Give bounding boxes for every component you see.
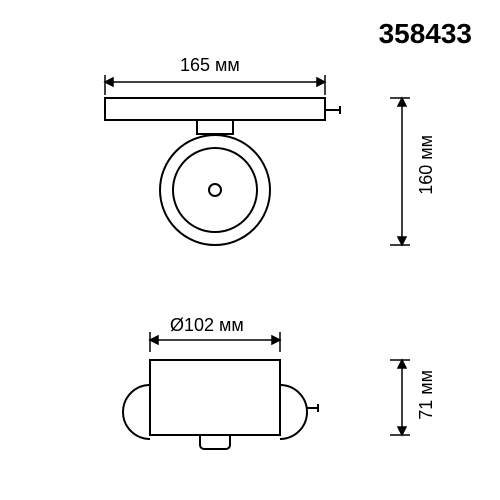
top-width-label: 165 мм	[180, 55, 240, 76]
bottom-height-label: 71 мм	[416, 370, 437, 420]
top-height-label: 160 мм	[416, 135, 437, 195]
bottom-diameter-label: Ø102 мм	[170, 315, 244, 336]
